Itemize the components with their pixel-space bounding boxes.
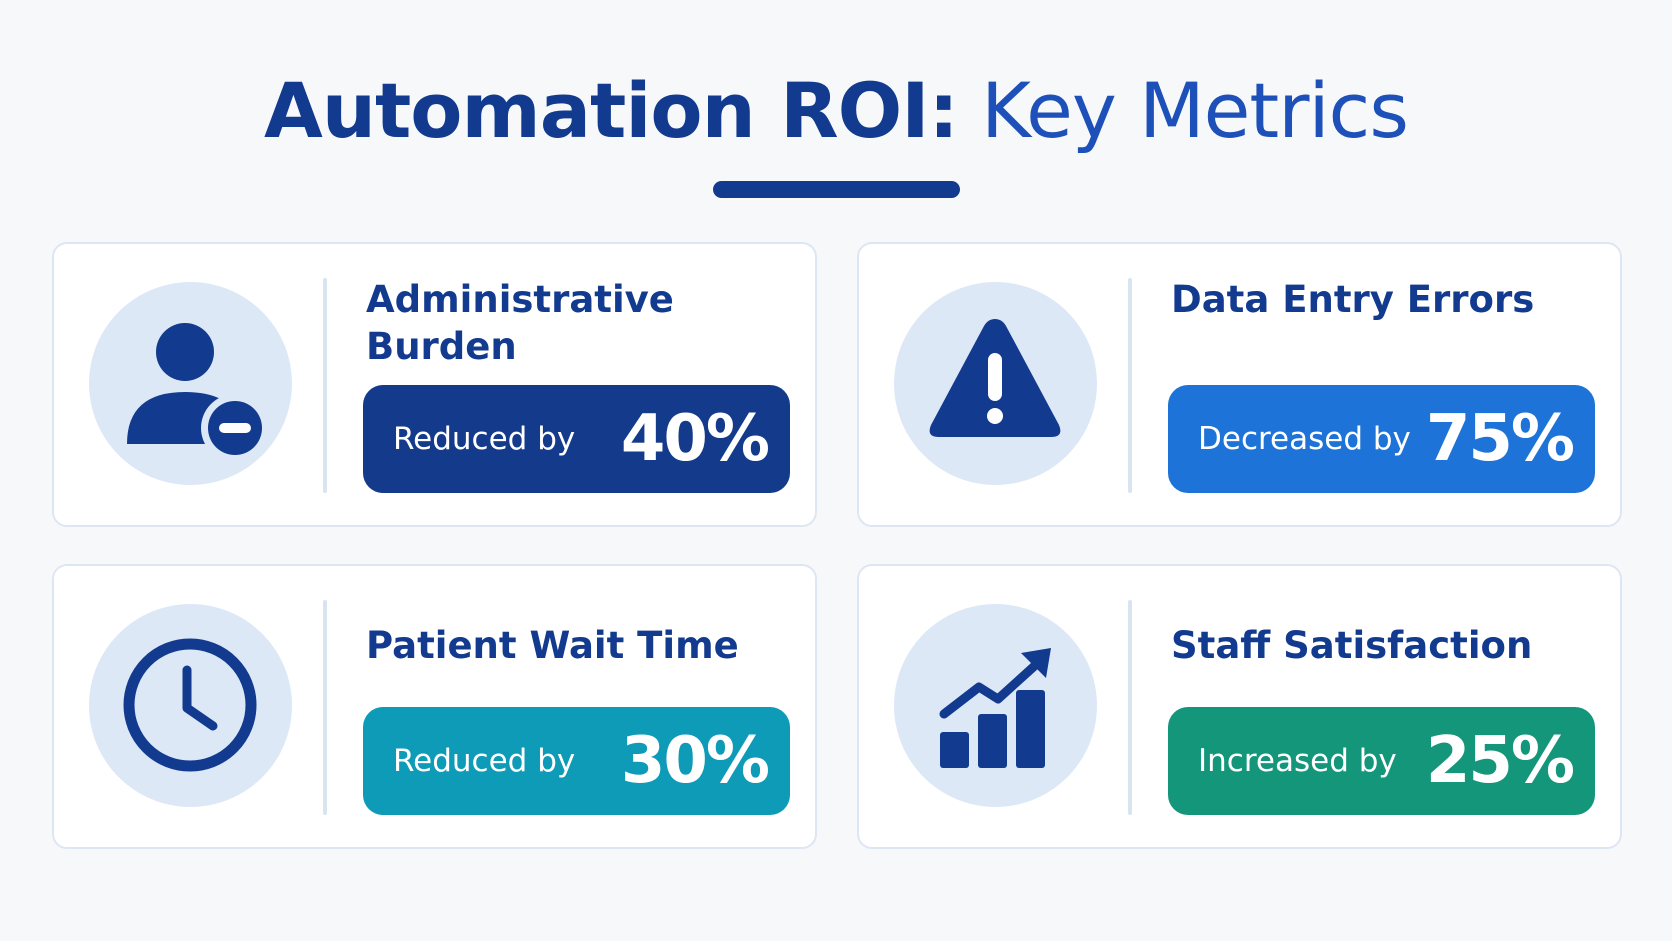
metric-title: Staff Satisfaction xyxy=(1171,624,1533,667)
metric-card-data-entry-errors: Data Entry Errors Decreased by 75% xyxy=(857,242,1622,527)
metric-title: Administrative Burden xyxy=(366,278,674,368)
metric-label: Reduced by xyxy=(393,421,576,457)
metric-value: 40% xyxy=(620,402,770,476)
page-title: Automation ROI: Key Metrics xyxy=(0,66,1672,156)
clock-icon xyxy=(123,638,257,772)
user-minus-icon xyxy=(127,323,269,462)
title-bold-part: Automation ROI: xyxy=(264,66,959,155)
metric-card-patient-wait-time: Patient Wait Time Reduced by 30% xyxy=(52,564,817,849)
metric-title: Patient Wait Time xyxy=(366,624,739,667)
metric-title: Data Entry Errors xyxy=(1171,278,1535,321)
icon-circle xyxy=(89,604,292,807)
metric-label: Increased by xyxy=(1198,743,1397,779)
card-divider xyxy=(323,278,327,493)
card-divider xyxy=(1128,600,1132,815)
card-divider xyxy=(1128,278,1132,493)
icon-circle xyxy=(89,282,292,485)
warning-triangle-icon xyxy=(929,319,1061,437)
growth-chart-icon xyxy=(939,648,1051,768)
metric-value: 75% xyxy=(1425,402,1575,476)
icon-circle xyxy=(894,282,1097,485)
metric-value: 25% xyxy=(1425,724,1575,798)
title-underline xyxy=(713,181,960,198)
metric-pill: Decreased by 75% xyxy=(1168,385,1595,493)
metric-pill: Reduced by 30% xyxy=(363,707,790,815)
metric-pill: Increased by 25% xyxy=(1168,707,1595,815)
metric-card-staff-satisfaction: Staff Satisfaction Increased by 25% xyxy=(857,564,1622,849)
metric-card-administrative-burden: Administrative Burden Reduced by 40% xyxy=(52,242,817,527)
icon-circle xyxy=(894,604,1097,807)
metric-value: 30% xyxy=(620,724,770,798)
metric-pill: Reduced by 40% xyxy=(363,385,790,493)
metric-label: Reduced by xyxy=(393,743,576,779)
card-divider xyxy=(323,600,327,815)
metric-label: Decreased by xyxy=(1198,421,1411,457)
title-regular-part: Key Metrics xyxy=(981,66,1409,155)
